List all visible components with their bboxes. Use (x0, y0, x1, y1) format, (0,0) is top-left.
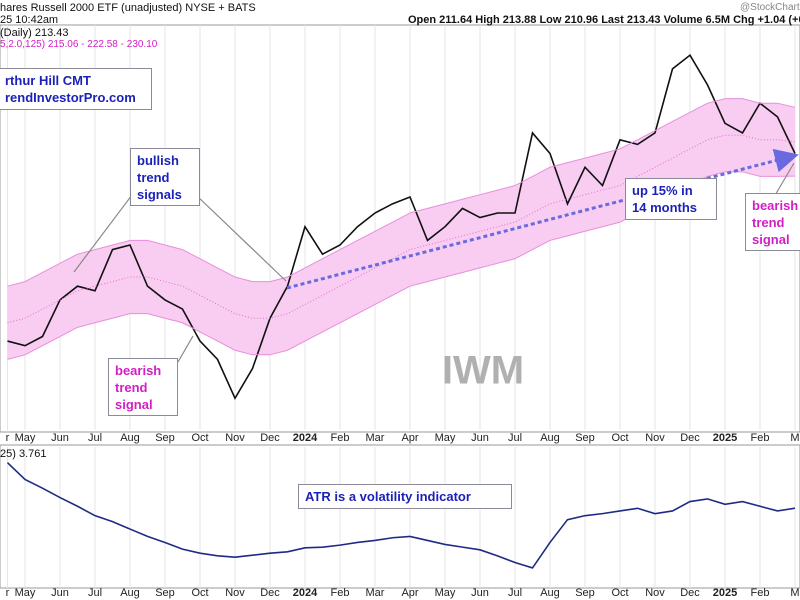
symbol-watermark: IWM (442, 349, 524, 393)
x-tick-label: Sep (155, 432, 175, 444)
annotation-text: trend (115, 380, 148, 395)
x-tick-label: May (15, 432, 36, 444)
x-tick-label: Feb (751, 432, 770, 444)
x-tick-label: Dec (680, 432, 700, 444)
x-tick-label: Sep (575, 587, 595, 599)
header-watermark: @StockCharts (740, 2, 800, 13)
x-tick-label: Nov (645, 432, 665, 444)
x-tick-label: M (790, 587, 799, 599)
series-line (7, 53, 796, 401)
annotation-text: bullish (137, 153, 179, 168)
x-tick-label: Nov (645, 587, 665, 599)
header-quote: Open 211.64 High 213.88 Low 210.96 Last … (408, 14, 800, 26)
x-tick-label: Aug (540, 432, 560, 444)
annotation-text: signal (115, 397, 153, 412)
x-tick-label: Feb (331, 587, 350, 599)
x-tick-label: Jul (88, 587, 102, 599)
x-tick-label: Apr (401, 587, 418, 599)
x-tick-label: r (6, 587, 10, 599)
x-tick-label: Jun (51, 432, 69, 444)
band-legend: 5,2.0,125) 215.06 - 222.58 - 230.10 (0, 39, 158, 50)
x-tick-label: Apr (401, 432, 418, 444)
x-tick-label: Sep (155, 587, 175, 599)
annotation-box: bearish trend signal (108, 358, 178, 416)
price-legend: (Daily) 213.43 (0, 27, 69, 39)
x-tick-label: Oct (191, 587, 208, 599)
x-tick-label: 2025 (713, 432, 737, 444)
series-line (6, 462, 796, 569)
x-tick-label: Mar (366, 587, 385, 599)
annotation-text: bearish (115, 363, 162, 378)
x-tick-label: 2024 (293, 432, 318, 444)
band-line (7, 134, 796, 324)
pointer (773, 162, 795, 198)
x-tick-label: Feb (331, 432, 350, 444)
band-line (7, 98, 796, 287)
annotation-text: up 15% in (632, 183, 693, 198)
x-tick-label: Nov (225, 432, 245, 444)
x-tick-label: Jul (508, 587, 522, 599)
x-tick-label: Jul (88, 432, 102, 444)
annotation-text: rendInvestorPro.com (5, 90, 136, 105)
header-time: 25 10:42am (0, 14, 59, 26)
annotation-text: bearish (752, 198, 799, 213)
x-tick-label: Feb (751, 587, 770, 599)
x-tick-label: Mar (366, 432, 385, 444)
annotation-box: bullish trend signals (130, 148, 200, 206)
annotation-text: trend (752, 215, 785, 230)
x-tick-label: May (15, 587, 36, 599)
x-tick-label: 2024 (293, 587, 318, 599)
x-tick-label: M (790, 432, 799, 444)
x-tick-label: Jun (51, 587, 69, 599)
x-tick-label: Aug (120, 587, 140, 599)
x-tick-label: May (435, 587, 456, 599)
price-panel (0, 24, 800, 433)
x-tick-label: r (6, 432, 10, 444)
x-tick-label: May (435, 432, 456, 444)
annotation-text: rthur Hill CMT (5, 73, 91, 88)
annotation-box: bearish trend signal (745, 193, 800, 251)
annotation-box: rthur Hill CMT rendInvestorPro.com (0, 68, 152, 110)
header-title: hares Russell 2000 ETF (unadjusted) NYSE… (0, 2, 256, 14)
x-tick-label: Aug (540, 587, 560, 599)
atr-legend: 25) 3.761 (0, 448, 47, 460)
x-tick-label: Oct (611, 587, 628, 599)
annotation-text: ATR is a volatility indicator (305, 489, 471, 504)
annotation-text: 14 months (632, 200, 698, 215)
x-tick-label: Jun (471, 432, 489, 444)
x-tick-label: Oct (191, 432, 208, 444)
x-tick-label: Jul (508, 432, 522, 444)
annotation-text: signals (137, 187, 182, 202)
x-tick-label: Oct (611, 432, 628, 444)
pointer (73, 194, 133, 273)
x-tick-label: Dec (260, 587, 280, 599)
x-tick-label: Jun (471, 587, 489, 599)
annotation-box: up 15% in 14 months (625, 178, 717, 220)
pointer (195, 194, 287, 282)
x-tick-label: 2025 (713, 587, 737, 599)
x-tick-label: Sep (575, 432, 595, 444)
x-tick-label: Nov (225, 587, 245, 599)
x-tick-label: Aug (120, 432, 140, 444)
annotation-text: signal (752, 232, 790, 247)
x-tick-label: Dec (260, 432, 280, 444)
annotation-text: trend (137, 170, 170, 185)
x-tick-label: Dec (680, 587, 700, 599)
band-fill (7, 98, 795, 360)
annotation-box: ATR is a volatility indicator (298, 484, 512, 509)
atr-panel (0, 444, 800, 589)
pointer (177, 335, 194, 363)
